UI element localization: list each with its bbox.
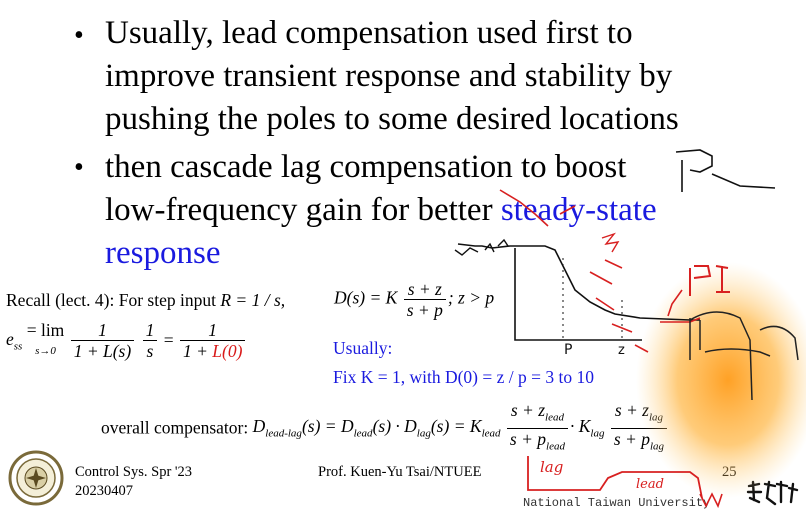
bullet-1-text: Usually, lead compensation used first to… <box>105 12 795 141</box>
ess-formula: ess = lim s→0 1 1 + L(s) 1 s = 1 1 + L(0… <box>6 320 247 361</box>
bullet-1-line-3: pushing the poles to some desired locati… <box>105 101 679 137</box>
response-highlight: response <box>105 235 221 271</box>
sketch-z-label: z <box>618 343 625 358</box>
lag-lead-curve <box>527 456 703 499</box>
compensator-fraction: s + z s + p <box>403 279 446 320</box>
bullet-2-text: then cascade lag compensation to boost l… <box>105 146 795 275</box>
orange-highlight <box>636 262 806 498</box>
ntu-seal-icon <box>8 450 64 506</box>
lag-annotation: lag <box>540 458 563 476</box>
usually-label: Usually: <box>333 338 393 358</box>
bullet-2-line-2: low-frequency gain for better steady-sta… <box>105 192 657 228</box>
overall-compensator: overall compensator: Dlead-lag(s) = Dlea… <box>101 400 669 456</box>
course-name: Control Sys. Spr '23 <box>75 464 193 480</box>
page-number: 25 <box>722 464 737 480</box>
bullet-1-line-2: improve transient response and stability… <box>105 58 673 94</box>
university-name: National Taiwan University <box>523 496 711 510</box>
sketch-p-label: P <box>564 342 572 358</box>
bullet-1-line-1: Usually, lead compensation used first to <box>105 15 633 51</box>
steady-state-highlight: steady-state <box>500 192 657 228</box>
usually-detail: Fix K = 1, with D(0) = z / p = 3 to 10 <box>333 367 594 387</box>
author: Prof. Kuen-Yu Tsai/NTUEE <box>318 464 482 480</box>
university-calligraphy-logo <box>745 478 801 508</box>
compensator-formula: D(s) = K s + z s + p ; z > p <box>334 279 495 320</box>
bullet-dot: • <box>74 20 84 51</box>
lead-annotation: lead <box>636 477 664 492</box>
lecture-date: 20230407 <box>75 483 133 499</box>
bullet-dot: • <box>74 152 84 183</box>
ntu-logo <box>6 450 66 506</box>
bullet-2-line-1: then cascade lag compensation to boost <box>105 149 627 185</box>
recall-line: Recall (lect. 4): For step input R = 1 /… <box>6 290 286 310</box>
pi-arrow <box>660 289 701 323</box>
highlight-sketch <box>689 311 799 401</box>
